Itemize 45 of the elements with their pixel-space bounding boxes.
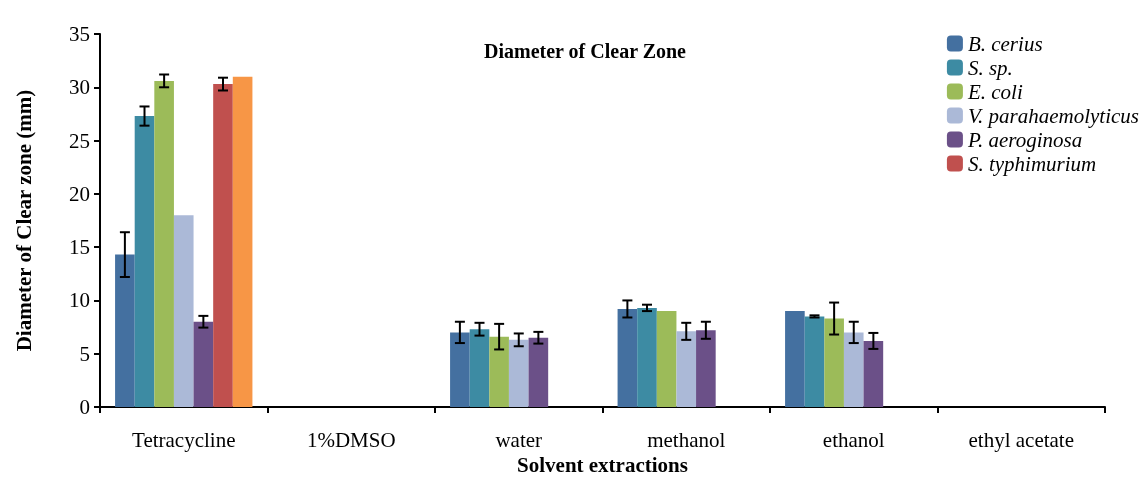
- y-tick-label: 15: [69, 235, 90, 260]
- x-tick-label: Tetracycline: [132, 427, 236, 452]
- y-tick-label: 20: [69, 181, 90, 206]
- x-tick-label: methanol: [647, 427, 726, 452]
- bar: [528, 337, 549, 407]
- y-tick-label: 0: [79, 395, 90, 419]
- bar: [232, 76, 253, 407]
- y-axis-title: Diameter of Clear zone (mm): [11, 89, 36, 352]
- x-tick-label: water: [495, 427, 543, 452]
- y-tick-label: 25: [69, 128, 90, 153]
- bar: [173, 215, 194, 407]
- bar: [824, 318, 844, 407]
- x-tick-label: 1%DMSO: [306, 427, 396, 452]
- legend-label: S. typhimurium: [967, 151, 1097, 176]
- bar: [508, 339, 529, 407]
- bar: [617, 308, 638, 407]
- y-tick-label: 35: [69, 22, 90, 46]
- y-tick-label: 5: [79, 341, 90, 366]
- y-tick-label: 10: [69, 288, 90, 313]
- bar: [154, 80, 174, 407]
- legend-label: S. sp.: [967, 55, 1013, 80]
- bar: [804, 316, 825, 407]
- chart-title: Diameter of Clear Zone: [484, 40, 687, 62]
- legend-label: E. coli: [966, 79, 1023, 104]
- bar: [193, 321, 214, 407]
- bar: [134, 116, 155, 407]
- x-tick-label: ethanol: [822, 427, 885, 452]
- x-axis-title: Solvent extractions: [517, 453, 688, 478]
- bar: [676, 331, 697, 407]
- y-tick-label: 30: [69, 75, 90, 100]
- bar: [656, 311, 677, 407]
- bar: [489, 336, 509, 407]
- bar: [863, 340, 884, 407]
- bar: [785, 311, 805, 407]
- legend-label: V. parahaemolyticus: [967, 103, 1140, 128]
- bar: [843, 332, 864, 407]
- bar: [115, 254, 135, 407]
- bar: [696, 330, 716, 407]
- legend-label: P. aeroginosa: [966, 127, 1083, 152]
- legend-label: B. cerius: [967, 31, 1043, 56]
- bar: [637, 307, 657, 407]
- bar: [450, 332, 470, 407]
- x-tick-label: ethyl acetate: [968, 427, 1075, 452]
- bar: [213, 84, 233, 407]
- bar: [469, 329, 490, 407]
